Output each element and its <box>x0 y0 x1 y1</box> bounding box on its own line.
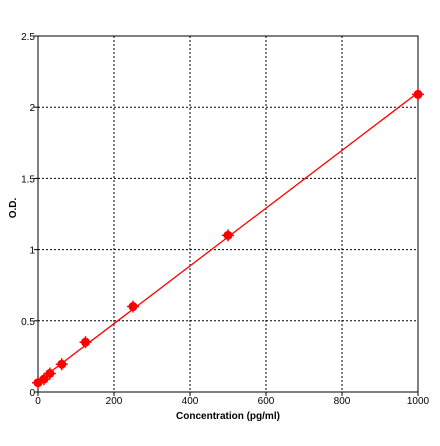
x-tick-label: 800 <box>334 396 351 407</box>
y-tick-label: 2 <box>29 103 35 114</box>
y-tick-label: 1 <box>29 246 35 257</box>
x-tick-label: 600 <box>258 396 275 407</box>
x-tick-label: 1000 <box>407 396 430 407</box>
y-tick-label: 2.5 <box>21 32 35 43</box>
axis-layer: 0 200 400 600 800 1000 0 0.5 1 1.5 2 2.5 <box>21 32 429 407</box>
x-tick-label: 0 <box>35 396 41 407</box>
y-axis-title: O.D. <box>8 198 19 219</box>
x-axis-title: Concentration (pg/ml) <box>176 411 280 422</box>
series-layer <box>32 88 424 389</box>
plot-frame <box>37 35 419 393</box>
x-tick-label: 400 <box>182 396 199 407</box>
y-tick-label: 0.5 <box>21 317 35 328</box>
y-tick-label: 1.5 <box>21 174 35 185</box>
grid-layer <box>38 36 418 392</box>
x-tick-label: 200 <box>106 396 123 407</box>
y-tick-label: 0 <box>29 388 35 399</box>
